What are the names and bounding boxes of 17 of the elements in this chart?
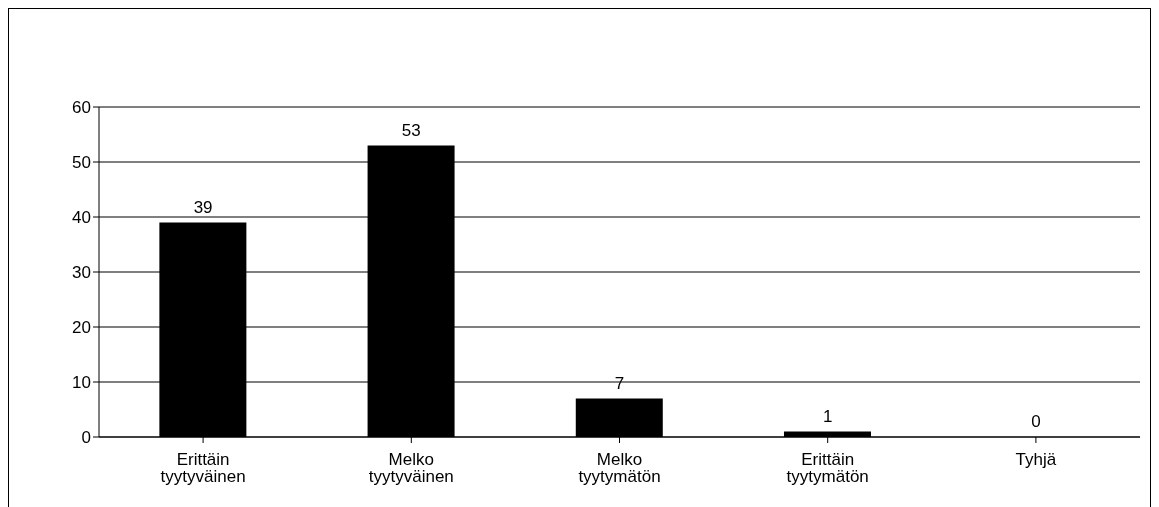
x-tick-label: Erittäin tyytyväinen <box>160 450 246 487</box>
y-tick-label: 10 <box>72 373 91 393</box>
y-tick-label: 60 <box>72 98 91 118</box>
data-label: 39 <box>193 197 213 217</box>
data-label: 1 <box>822 406 833 426</box>
y-tick-label: 40 <box>72 208 91 228</box>
y-tick-label: 50 <box>72 153 91 173</box>
data-label: 0 <box>1031 412 1041 431</box>
y-tick-label: 0 <box>81 428 91 448</box>
y-tick-label: 20 <box>72 318 91 338</box>
x-tick-label: Erittäin tyytymätön <box>786 450 869 487</box>
x-tick-label: Melko tyytyväinen <box>368 450 454 487</box>
x-tick-label: Melko tyytymätön <box>578 450 661 487</box>
data-label: 53 <box>401 120 421 140</box>
data-label: 7 <box>614 373 625 393</box>
y-tick-label: 30 <box>72 263 91 283</box>
x-tick-label: Tyhjä <box>1015 450 1057 470</box>
